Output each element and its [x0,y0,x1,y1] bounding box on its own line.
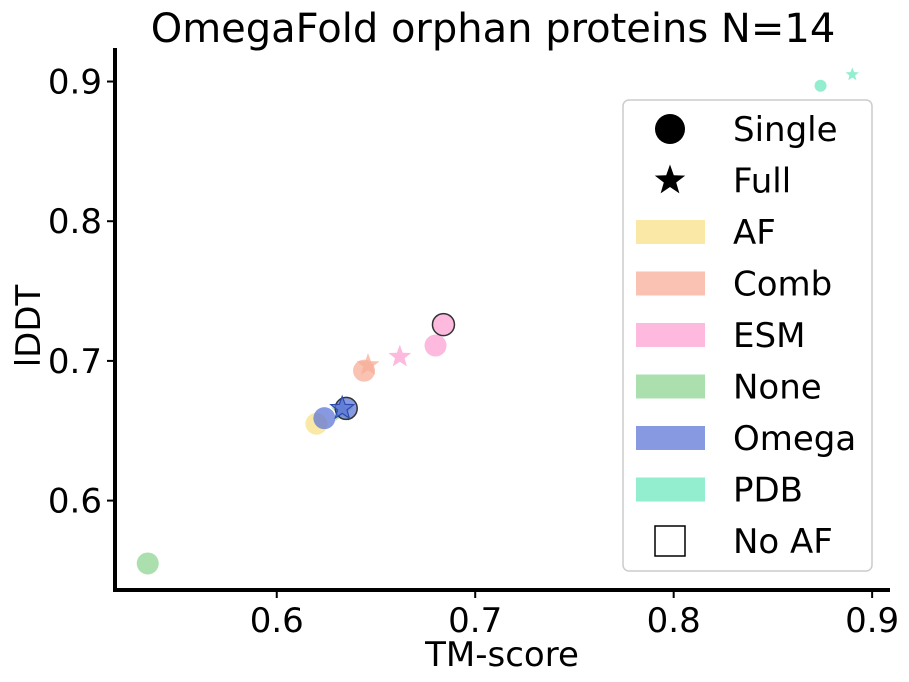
axes [113,48,890,592]
legend-label: Single [733,110,838,150]
y-tick-label: 0.6 [48,482,102,522]
legend-label: None [733,368,822,408]
axis-ticks: 0.6 0.7 0.8 0.9 0.6 0.7 0.8 0.9 [48,63,899,641]
legend-entry-af: AF [636,213,776,253]
data-point-esm-single [431,312,456,337]
y-axis-label: lDDT [9,284,49,367]
legend-swatch [636,426,705,450]
data-point-pdb-full [845,67,859,81]
x-tick-label: 0.6 [250,601,304,641]
legend-star-icon [654,164,686,194]
legend-label: Omega [733,419,856,459]
data-points [136,67,859,575]
x-tick-label: 0.9 [845,601,899,641]
legend-entry-none: None [636,368,822,408]
legend-entry-omega: Omega [636,419,856,459]
legend-entry-single: Single [655,110,838,150]
data-point-pdb-single [814,79,827,92]
legend-swatch [636,323,705,347]
legend-frame [622,99,873,572]
data-point-esm-single [424,334,447,357]
x-tick-label: 0.8 [647,601,701,641]
legend-entry-esm: ESM [636,316,805,356]
legend-swatch [636,374,705,399]
legend-entry-comb: Comb [636,265,832,305]
data-point-omega-single [313,407,336,430]
legend-entry-pdb: PDB [636,471,803,511]
y-tick-label: 0.7 [48,342,102,382]
legend-label: AF [733,213,776,253]
point-marker [388,344,412,367]
y-tick-label: 0.8 [48,202,102,242]
legend: Single Full AF Comb ESM None Omega PDB No AF [622,99,873,572]
legend-label: Full [733,162,791,202]
point-marker [136,552,159,575]
x-axis-label: TM-score [424,635,579,675]
legend-entry-full: Full [654,162,791,202]
legend-swatch [636,477,705,502]
point-marker [356,353,380,375]
x-tick-label: 0.7 [448,601,502,641]
point-marker [313,407,336,430]
legend-entry-no-af: No AF [654,522,833,562]
point-marker [845,67,859,81]
point-marker [329,394,356,420]
legend-label: No AF [733,522,833,562]
legend-square-icon [654,525,686,557]
data-point-none-single [136,552,159,575]
legend-label: ESM [733,316,805,356]
point-marker [424,334,447,357]
legend-circle-icon [655,114,685,144]
legend-label: PDB [733,471,803,511]
legend-label: Comb [733,265,832,305]
data-point-esm-full [388,344,412,367]
point-marker [814,79,827,92]
data-point-omega-full [329,394,356,420]
point-marker [431,312,456,337]
y-tick-label: 0.9 [48,63,102,103]
legend-swatch [636,220,705,244]
chart-title: OmegaFold orphan proteins N=14 [151,6,836,52]
legend-swatch [636,271,705,296]
data-point-comb-full [356,353,380,375]
